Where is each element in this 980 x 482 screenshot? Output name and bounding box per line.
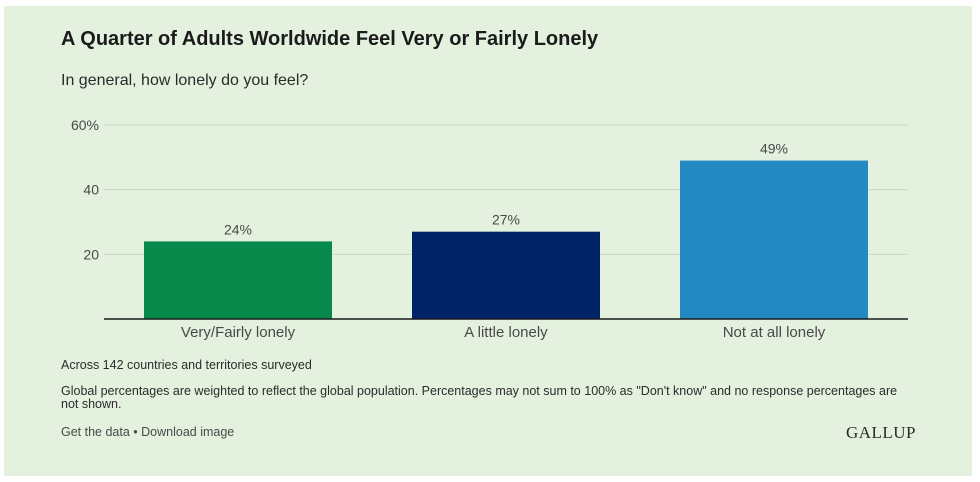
x-category-label: A little lonely: [464, 324, 548, 341]
bar-value-label: 24%: [224, 221, 252, 237]
chart-title: A Quarter of Adults Worldwide Feel Very …: [61, 28, 599, 50]
x-category-label: Not at all lonely: [723, 324, 826, 341]
download-image-link[interactable]: Download image: [141, 425, 235, 439]
bar: [144, 241, 332, 319]
bar-value-label: 49%: [760, 141, 788, 157]
y-tick-label: 60%: [71, 117, 99, 133]
x-category-label: Very/Fairly lonely: [181, 324, 296, 341]
survey-note: Across 142 countries and territories sur…: [61, 358, 312, 372]
bar-value-label: 27%: [492, 212, 520, 228]
bar-chart: 20 40 60% 24% Very/Fairly lonely 27% A little …: [71, 117, 908, 341]
get-data-link[interactable]: Get the data: [61, 425, 130, 439]
weighting-note: Global percentages are weighted to refle…: [61, 384, 898, 411]
chart-subtitle: In general, how lonely do you feel?: [61, 72, 309, 89]
y-tick-label: 20: [83, 246, 99, 262]
gallup-logo: GALLUP: [845, 423, 916, 442]
y-tick-label: 40: [83, 182, 99, 198]
footer-separator: •: [129, 425, 142, 439]
bar: [412, 231, 600, 319]
footer-links: Get the data • Download image: [61, 425, 234, 439]
bar: [680, 160, 868, 319]
